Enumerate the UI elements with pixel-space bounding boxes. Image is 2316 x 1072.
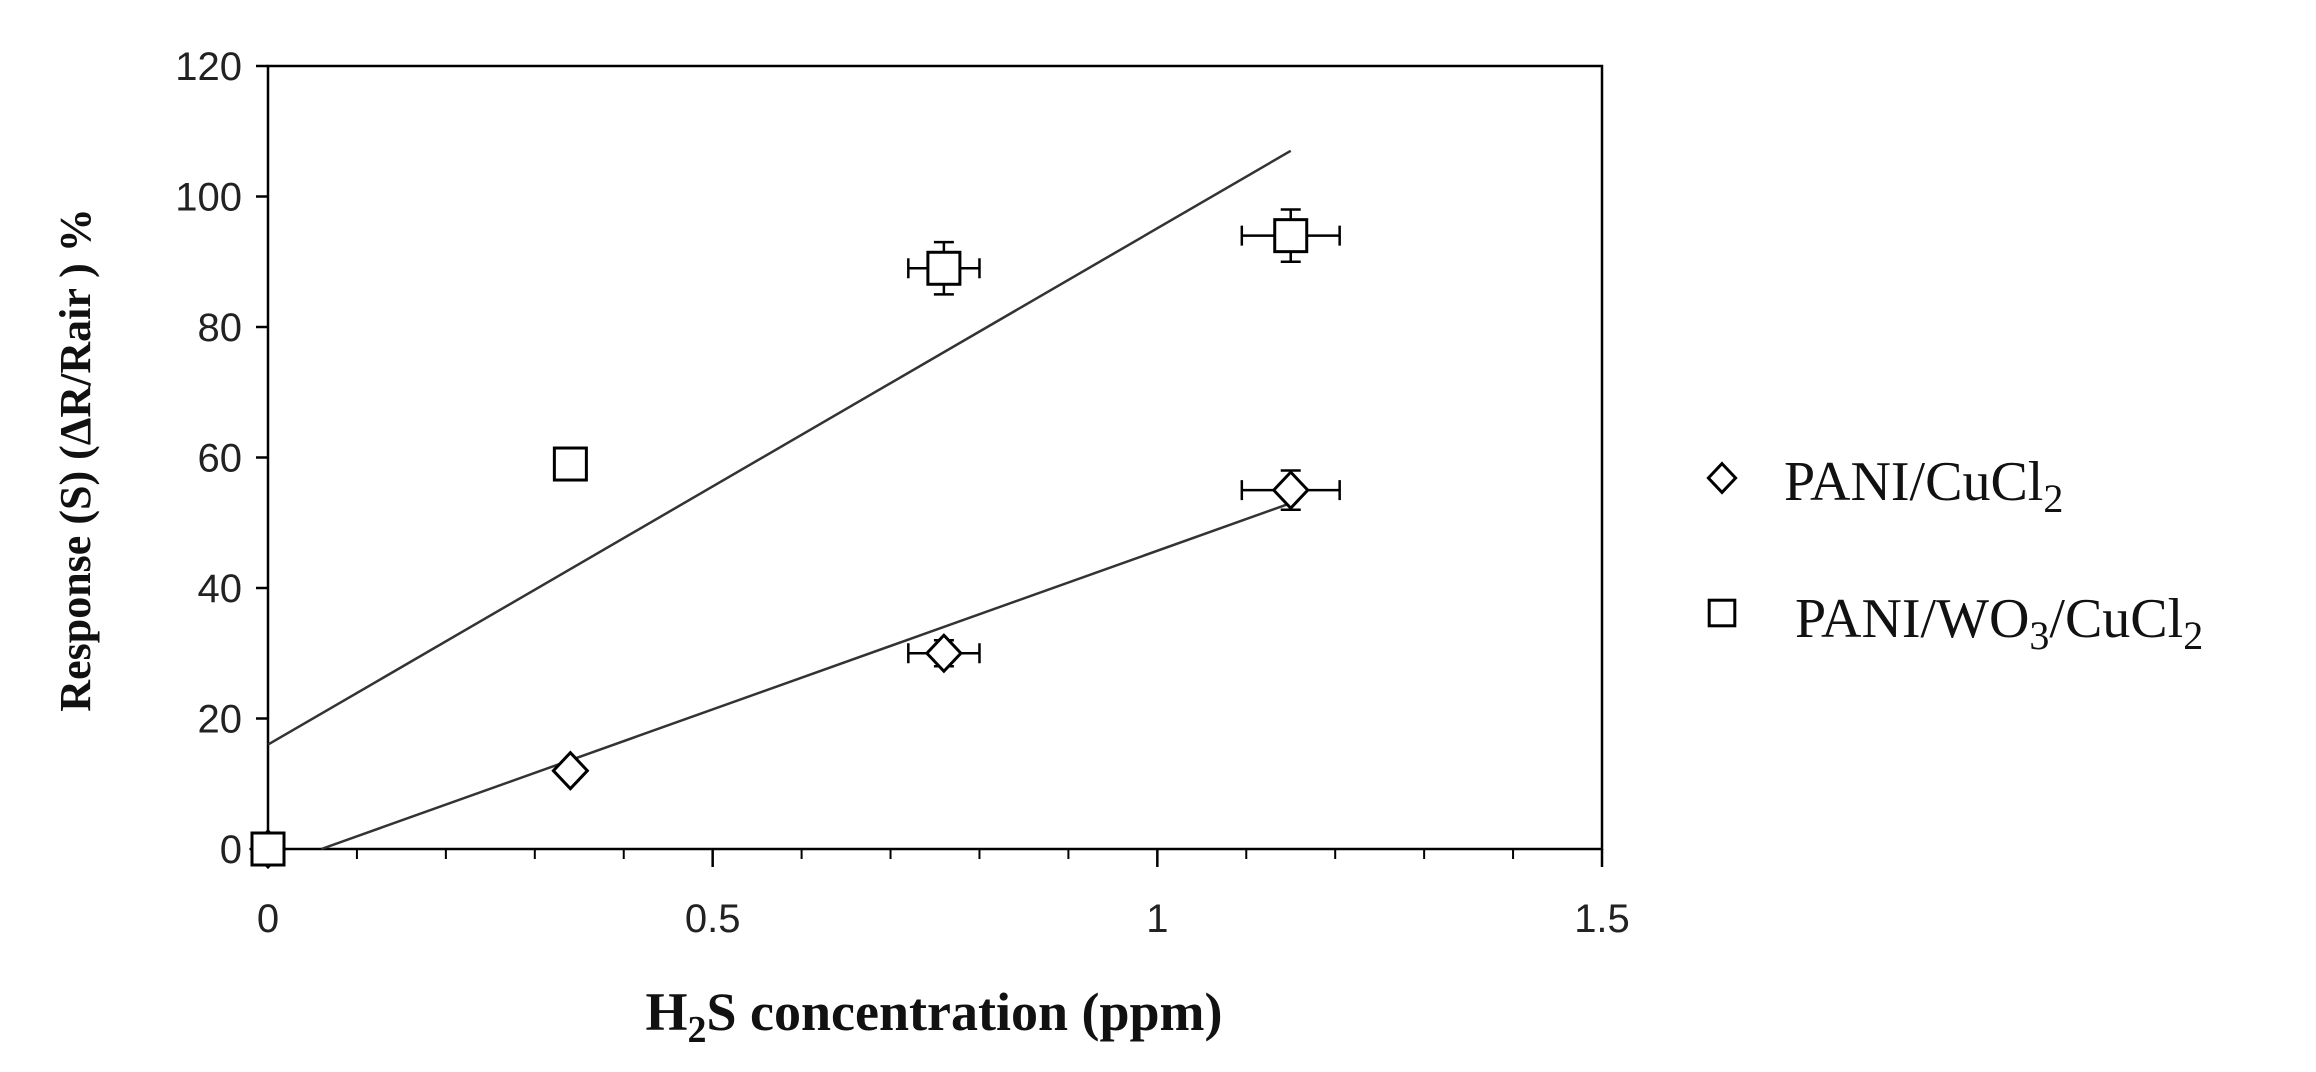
y-tick-label: 80 xyxy=(198,306,243,350)
legend: PANI/CuCl2 PANI/WO3/CuCl2 xyxy=(1706,451,2203,658)
point-cucl2 xyxy=(924,633,963,674)
point-cucl2 xyxy=(1271,469,1310,511)
legend-marker-wo3 xyxy=(1707,598,1737,628)
legend-label-cucl2: PANI/CuCl2 xyxy=(1784,451,2063,521)
y-tick-label: 60 xyxy=(198,437,243,481)
x-tick-label: 1.5 xyxy=(1574,897,1630,941)
legend-label-wo3: PANI/WO3/CuCl2 xyxy=(1795,588,2203,658)
trendline-cucl2 xyxy=(320,501,1292,851)
plot-axes xyxy=(266,64,1604,851)
y-tick-label: 20 xyxy=(198,698,243,742)
x-axis-title: H2S concentration (ppm) xyxy=(646,982,1223,1051)
axis-ticks: 0 20 40 60 80 100 120 0 0.5 1 1.5 xyxy=(175,45,1630,941)
legend-marker-cucl2 xyxy=(1706,461,1738,495)
point-wo3 xyxy=(1273,218,1309,254)
y-tick-label: 0 xyxy=(220,828,242,872)
point-wo3 xyxy=(250,831,286,867)
point-wo3 xyxy=(926,250,962,286)
y-tick-label: 120 xyxy=(175,45,242,89)
point-wo3 xyxy=(552,446,588,482)
trendline-wo3 xyxy=(267,149,1292,746)
y-tick-label: 40 xyxy=(198,567,243,611)
point-cucl2 xyxy=(551,750,590,791)
plot-frame xyxy=(266,64,1604,851)
y-tick-label: 100 xyxy=(175,176,242,220)
error-bars xyxy=(907,208,1341,668)
x-tick-label: 0.5 xyxy=(685,897,741,941)
x-tick-label: 1 xyxy=(1146,897,1168,941)
x-tick-label: 0 xyxy=(257,897,279,941)
y-axis-title: Response (S) (ΔR/Rair ) % xyxy=(51,208,100,711)
trendlines xyxy=(267,149,1292,851)
data-markers xyxy=(248,218,1310,870)
